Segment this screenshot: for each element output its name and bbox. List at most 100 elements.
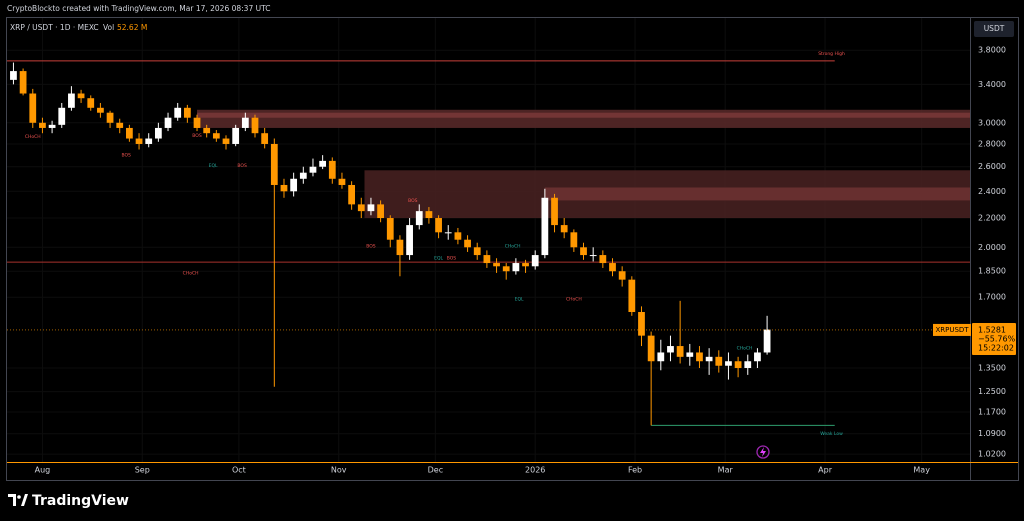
candle-body [638, 312, 645, 336]
y-tick-label: 2.2000 [978, 214, 1006, 223]
candle [415, 204, 423, 230]
candle-body [686, 352, 694, 357]
candle-body [19, 71, 27, 94]
candle [319, 155, 327, 170]
watermark: CryptoBlockto created with TradingView.c… [7, 4, 270, 13]
candle-body [502, 266, 510, 272]
candle-body [406, 225, 413, 256]
candle-body [541, 197, 549, 256]
candle-body [522, 263, 529, 267]
candle [464, 235, 471, 252]
annotation: CHoCH [737, 346, 753, 352]
annotation: Strong High [818, 51, 845, 57]
x-tick-label: May [913, 466, 930, 475]
candle [406, 218, 413, 260]
candle [68, 86, 75, 111]
x-tick-label: Dec [428, 466, 443, 475]
candle-body [763, 329, 771, 353]
frame [6, 17, 1019, 481]
candle [483, 250, 491, 268]
candle [522, 259, 529, 273]
candle-body [135, 138, 143, 144]
candle [135, 133, 143, 150]
symbol-tag-label: XRPUSDT [935, 326, 969, 334]
candle [39, 117, 46, 134]
y-tick-label: 1.2500 [978, 387, 1006, 396]
candle-body [464, 239, 471, 248]
candle-body [87, 98, 95, 108]
candle [425, 207, 433, 224]
y-tick-label: 2.6000 [978, 162, 1006, 171]
zone [544, 187, 970, 201]
candle [715, 350, 723, 373]
candle [734, 356, 742, 378]
x-tick-label: Oct [232, 466, 246, 475]
candle-body [58, 107, 66, 125]
candle [338, 172, 346, 189]
volume-value: 52.62 M [117, 23, 147, 32]
x-tick-label: Apr [818, 466, 833, 475]
candle [705, 348, 713, 375]
candle [145, 133, 153, 148]
candle [541, 188, 549, 259]
candle [686, 343, 694, 366]
annotation: EQL [434, 256, 443, 262]
candle [763, 315, 771, 355]
candle-body [580, 247, 587, 256]
annotation: BOS [192, 133, 202, 139]
candle [126, 124, 133, 142]
candle [58, 102, 66, 128]
candle-body [241, 117, 249, 128]
candle-body [280, 184, 288, 192]
x-tick-label: Mar [718, 466, 734, 475]
candle-body [357, 204, 365, 212]
candle [589, 247, 597, 262]
candle-body [386, 218, 394, 240]
candle [328, 157, 336, 184]
candle [570, 229, 578, 252]
candle [106, 110, 114, 128]
candle [435, 215, 442, 239]
candle [154, 122, 162, 142]
candle [29, 88, 37, 128]
candle [676, 300, 684, 364]
volume-name: Vol [103, 23, 114, 32]
annotation: CHoCH [25, 134, 41, 140]
candle [628, 276, 636, 316]
candle [618, 266, 626, 287]
price-tag-change: −55.76% [978, 334, 1016, 343]
candle [657, 339, 665, 371]
candle [212, 130, 220, 142]
candle-body [725, 361, 732, 366]
candle [512, 258, 520, 275]
candle [377, 200, 384, 223]
zone [197, 109, 970, 128]
candle-body [48, 124, 56, 128]
candle [754, 348, 761, 368]
candle-body [589, 255, 597, 257]
candle-body [164, 117, 172, 128]
y-tick-label: 1.8500 [978, 267, 1006, 276]
candle [261, 127, 269, 149]
y-tick-label: 2.8000 [978, 139, 1006, 148]
currency-box [974, 21, 1014, 37]
candle-body [570, 232, 578, 248]
currency: USDT [984, 24, 1005, 33]
y-tick-label: 3.4000 [978, 80, 1006, 89]
candle [48, 120, 56, 134]
candle [77, 89, 85, 103]
candle-body [290, 178, 298, 192]
candle-body [348, 184, 356, 205]
annotation: BOS [447, 256, 457, 262]
candle [357, 197, 365, 219]
annotation: CHoCH [183, 270, 199, 276]
candle-body [599, 255, 607, 264]
candle [203, 124, 211, 138]
candle-body [696, 352, 703, 362]
x-tick-label: Sep [135, 466, 150, 475]
candle-body [657, 352, 665, 362]
symbol-title: XRP / USDT · 1D · MEXC [10, 23, 99, 32]
candle-body [174, 107, 182, 118]
